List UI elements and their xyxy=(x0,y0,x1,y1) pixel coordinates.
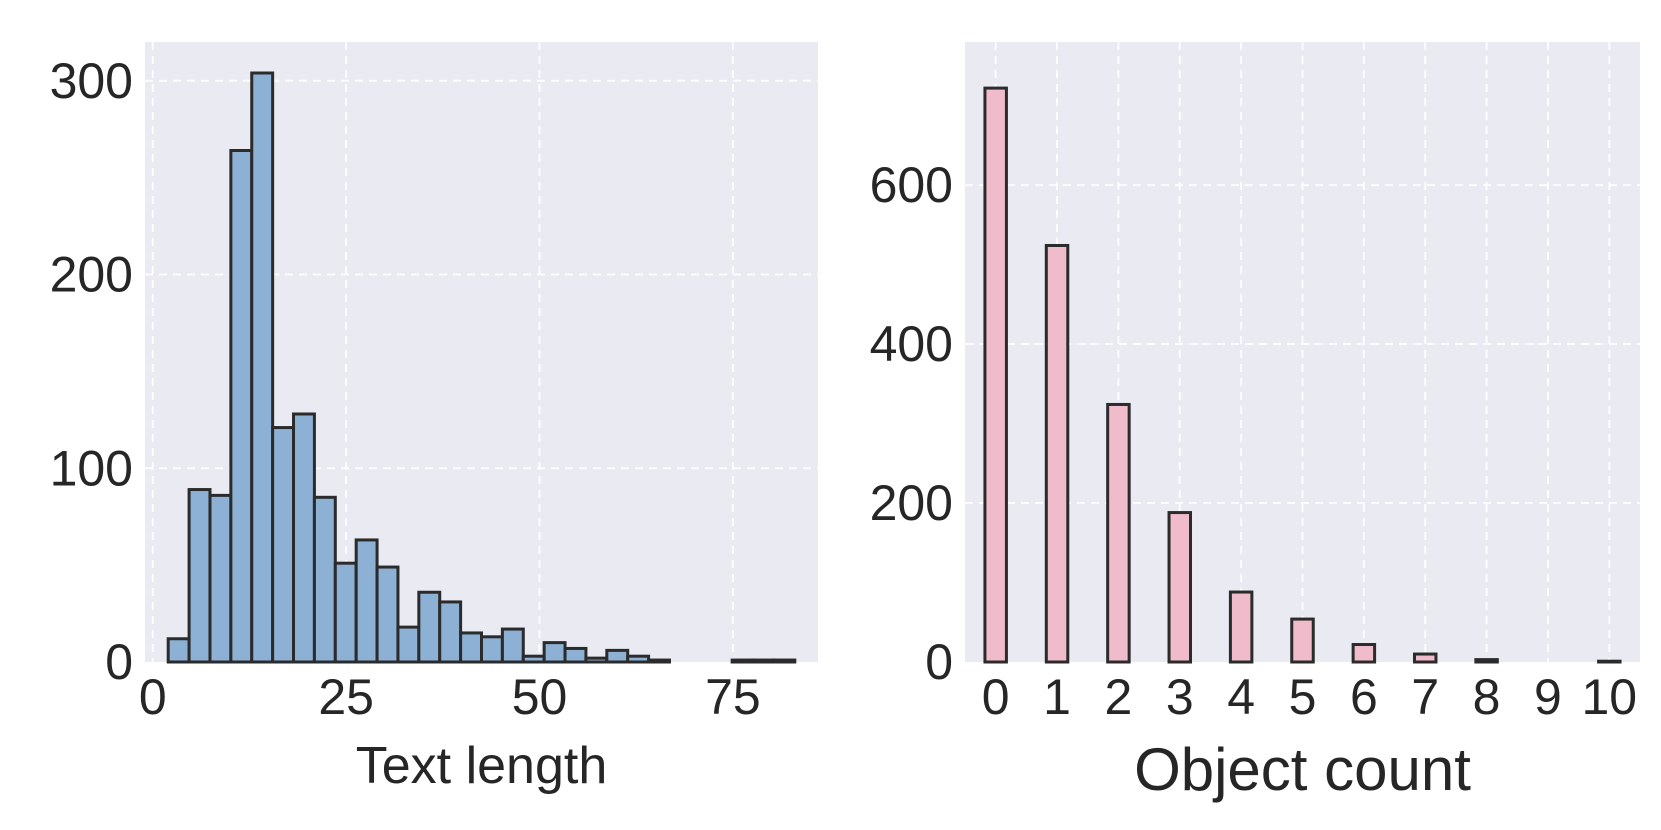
x-tick-label: 0 xyxy=(982,669,1010,725)
histogram-bar xyxy=(208,493,233,664)
histogram-bar xyxy=(983,86,1008,664)
y-tick-label: 400 xyxy=(870,316,953,372)
x-tick-label: 10 xyxy=(1582,669,1638,725)
histogram-bar xyxy=(354,538,379,664)
x-tick-label: 6 xyxy=(1350,669,1378,725)
y-tick-label: 200 xyxy=(870,475,953,531)
x-tick-label: 5 xyxy=(1289,669,1317,725)
histogram-bar xyxy=(1106,402,1131,664)
histogram-bar xyxy=(1351,643,1377,664)
x-axis-label: Text length xyxy=(356,737,608,795)
x-tick-label: 7 xyxy=(1411,669,1439,725)
histogram-bar xyxy=(772,658,797,664)
histogram-bar xyxy=(333,561,358,664)
histogram-bar xyxy=(1228,590,1254,664)
histogram-bar xyxy=(375,565,400,664)
histogram-bar xyxy=(480,635,504,664)
histogram-bar xyxy=(1044,243,1070,664)
x-tick-label: 25 xyxy=(318,669,374,725)
histogram-bar xyxy=(500,627,525,664)
y-tick-label: 600 xyxy=(870,157,953,213)
histogram-bar xyxy=(751,658,776,664)
y-tick-label: 0 xyxy=(925,634,953,690)
histogram-bar xyxy=(1167,511,1193,664)
histogram-bar xyxy=(187,488,212,664)
x-tick-label: 1 xyxy=(1043,669,1071,725)
histogram-bar xyxy=(271,426,296,664)
histogram-bar xyxy=(1290,617,1315,664)
y-tick-label: 100 xyxy=(50,440,133,496)
histogram-bar xyxy=(1474,658,1499,664)
histogram-bar xyxy=(521,654,546,664)
histogram-bar xyxy=(417,590,442,664)
x-tick-label: 50 xyxy=(512,669,568,725)
histogram-bar xyxy=(438,600,463,664)
histogram-bar xyxy=(605,648,630,664)
histogram-bar xyxy=(166,637,191,664)
histogram-bar xyxy=(292,412,316,664)
x-tick-label: 4 xyxy=(1227,669,1255,725)
x-tick-label: 3 xyxy=(1166,669,1194,725)
histogram-bar xyxy=(626,654,651,664)
y-tick-label: 0 xyxy=(105,634,133,690)
histogram-bar xyxy=(647,658,671,664)
y-tick-label: 200 xyxy=(50,247,133,303)
histogram-bar xyxy=(563,646,588,664)
x-tick-label: 0 xyxy=(139,669,167,725)
histogram-bar xyxy=(250,71,275,664)
x-tick-label: 9 xyxy=(1534,669,1562,725)
histogram-bar xyxy=(730,658,755,664)
x-tick-label: 75 xyxy=(705,669,761,725)
histogram-bar xyxy=(396,625,421,664)
histogram-bar xyxy=(229,149,254,664)
x-axis-label: Object count xyxy=(1134,736,1471,803)
histogram-bar xyxy=(1597,659,1622,664)
y-tick-label: 300 xyxy=(50,53,133,109)
text-length-histogram: 0 100 200 300 0 25 50 75 Text length xyxy=(50,42,818,795)
histogram-bar xyxy=(542,641,567,664)
histogram-bar xyxy=(1412,652,1438,664)
histogram-bar xyxy=(312,495,337,664)
histogram-bar xyxy=(584,656,609,664)
histogram-bar xyxy=(459,631,484,664)
x-tick-label: 2 xyxy=(1105,669,1133,725)
x-tick-label: 8 xyxy=(1473,669,1501,725)
